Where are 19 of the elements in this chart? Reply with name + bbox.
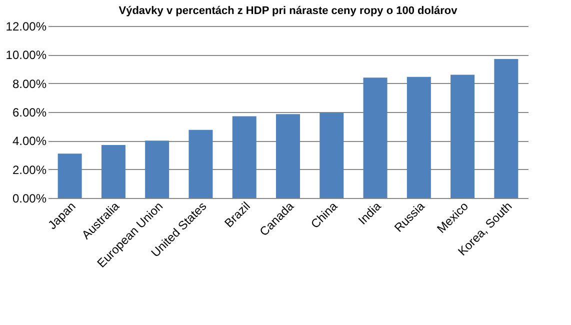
bar: [58, 154, 82, 198]
y-tick-label: 2.00%: [12, 162, 47, 177]
bar: [276, 114, 300, 198]
bar: [494, 58, 518, 198]
bar: [188, 130, 213, 198]
bar: [450, 74, 475, 198]
bar: [406, 76, 431, 198]
bar: [363, 78, 388, 198]
bar: [320, 112, 344, 198]
y-tick-label: 8.00%: [12, 76, 47, 91]
y-tick-label: 6.00%: [12, 106, 47, 120]
bar: [232, 116, 256, 198]
y-tick-label: 4.00%: [12, 134, 47, 148]
chart-title: Výdavky v percentách z HDP pri náraste ceny ropy o 100 dolárov: [118, 5, 458, 17]
bar: [101, 144, 126, 198]
y-tick-label: 10.00%: [6, 48, 47, 62]
y-tick-label: 0.00%: [12, 192, 47, 206]
y-tick-label: 12.00%: [6, 20, 47, 34]
bar: [145, 140, 170, 198]
